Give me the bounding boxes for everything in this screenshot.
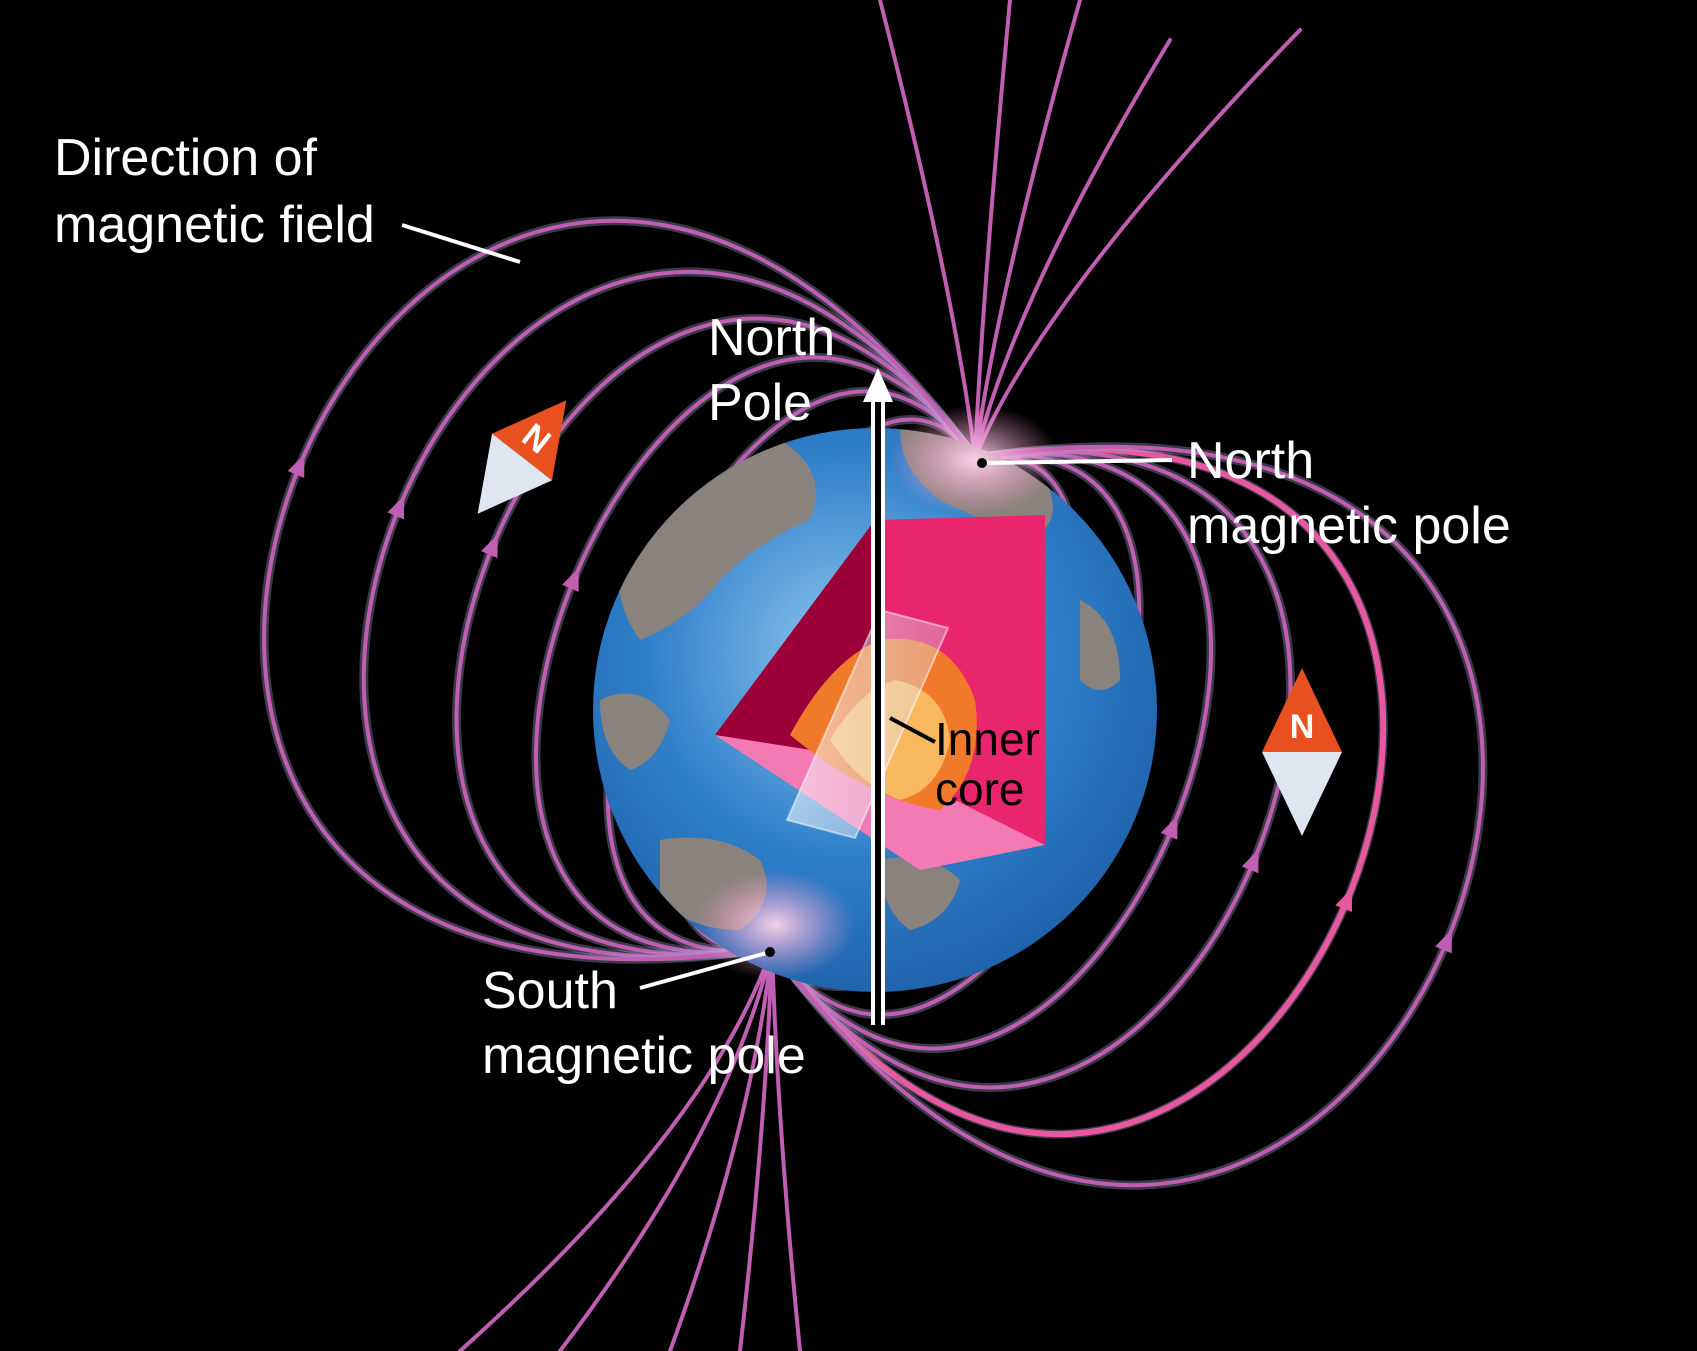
direction-label-line2: magnetic field <box>54 196 375 254</box>
north-magnetic-pole-label-line1: North <box>1187 432 1314 490</box>
north-pole-label-line2: Pole <box>708 374 812 432</box>
north-magnetic-pole-dot <box>977 458 987 468</box>
inner-core-label-line2: core <box>935 763 1024 815</box>
field-arrow <box>287 454 305 479</box>
leader-lines <box>401 223 1173 990</box>
field-arrow <box>480 534 498 559</box>
field-arrow <box>1435 929 1452 954</box>
north-magnetic-pole-label-line2: magnetic pole <box>1187 497 1511 555</box>
south-magnetic-pole-dot <box>765 947 775 957</box>
field-line-open <box>668 946 774 1351</box>
field-line-open <box>558 946 774 1351</box>
field-arrow <box>1335 888 1352 913</box>
field-line-open <box>458 946 774 1351</box>
north-pole-label-line1: North <box>708 309 835 367</box>
field-line-open <box>738 946 774 1351</box>
axis-arrowhead <box>863 368 893 402</box>
direction-label-line1: Direction of <box>54 129 318 187</box>
field-line-open <box>770 946 802 1351</box>
south-magnetic-pole-label-line1: South <box>482 962 618 1020</box>
field-arrow <box>1241 849 1259 874</box>
compass-right: N <box>1262 668 1342 836</box>
south-magnetic-pole-label-line2: magnetic pole <box>482 1027 806 1085</box>
south-magnetic-pole-glow <box>695 870 855 980</box>
field-arrow <box>387 495 405 520</box>
inner-core-leader <box>889 716 936 744</box>
bar-magnet <box>785 608 950 840</box>
compass-left: N <box>477 400 567 514</box>
inner-core-label-line1: Inner <box>935 713 1040 765</box>
compass-right-letter: N <box>1290 708 1315 746</box>
north-magnetic-pole-glow <box>890 405 1060 515</box>
rotation-axis <box>863 368 893 1025</box>
field-arrow <box>562 567 579 592</box>
field-arrow <box>1160 815 1178 840</box>
